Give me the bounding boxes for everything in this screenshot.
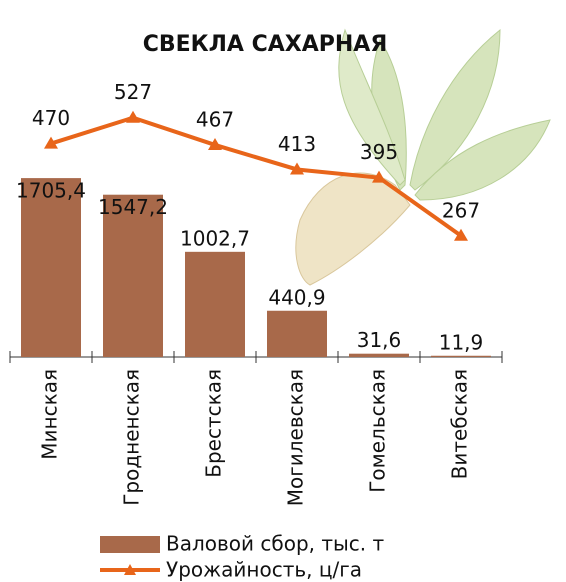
bar-value-label: 440,9 — [268, 285, 325, 309]
line — [50, 115, 463, 238]
bar — [185, 251, 245, 357]
line-value-label: 395 — [360, 140, 398, 164]
bar — [267, 310, 327, 357]
bar-value-label: 1705,4 — [16, 179, 86, 203]
line-value-label: 413 — [278, 132, 316, 156]
x-tick-label: Минская — [38, 369, 62, 460]
legend-marker — [124, 564, 136, 575]
x-tick-label: Могилевская — [284, 369, 308, 506]
x-tick-label: Брестская — [202, 369, 226, 478]
line-marker — [208, 137, 222, 150]
legend-label: Валовой сбор, тыс. т — [166, 532, 385, 556]
line-value-label: 267 — [442, 198, 480, 222]
bar — [349, 353, 409, 357]
bar — [21, 178, 81, 357]
line-value-label: 467 — [196, 107, 234, 131]
line-marker — [44, 136, 58, 149]
line-value-label: 527 — [114, 80, 152, 104]
bar-value-label: 31,6 — [357, 328, 402, 352]
bar — [103, 194, 163, 357]
legend-label: Урожайность, ц/га — [166, 558, 362, 582]
line-marker — [454, 228, 468, 241]
chart-title: СВЕКЛА САХАРНАЯ — [143, 32, 388, 57]
bar-value-label: 1547,2 — [98, 195, 168, 219]
line-marker — [372, 170, 386, 183]
line-marker — [290, 162, 304, 175]
x-tick-label: Витебская — [448, 369, 472, 479]
x-tick-label: Гомельская — [366, 369, 390, 493]
line-value-label: 470 — [32, 106, 70, 130]
bar-value-label: 11,9 — [439, 330, 484, 354]
bar — [431, 355, 491, 357]
x-tick-label: Гродненская — [120, 369, 144, 506]
line-marker — [126, 110, 140, 123]
bar-value-label: 1002,7 — [180, 226, 250, 250]
legend-swatch — [100, 536, 160, 553]
beet-illustration — [295, 28, 551, 286]
